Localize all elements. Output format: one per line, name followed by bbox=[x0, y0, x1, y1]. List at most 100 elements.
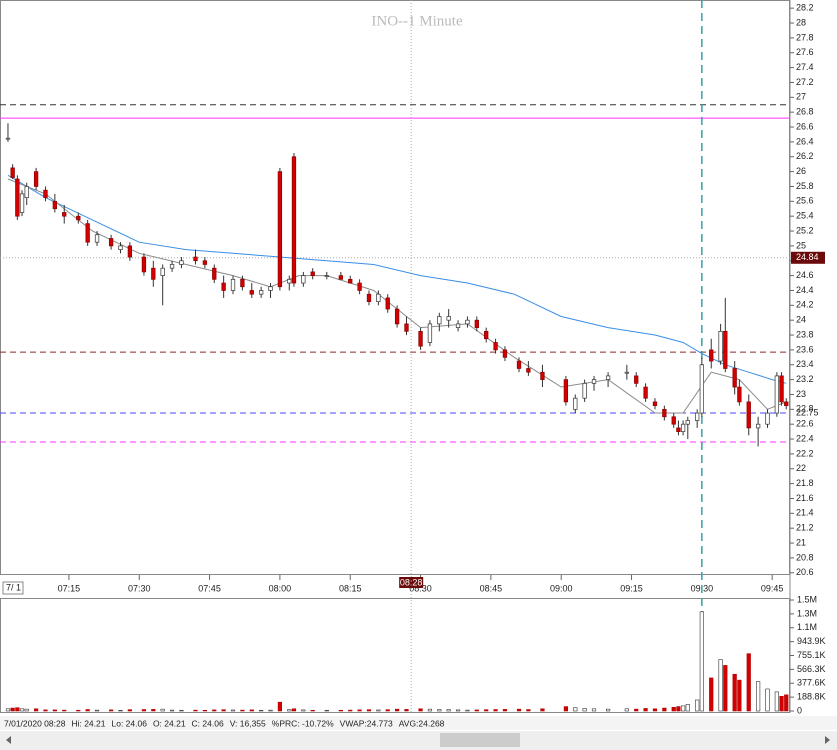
volume-bar bbox=[746, 653, 751, 712]
volume-bar bbox=[418, 708, 423, 712]
y-tick-label: 23.8 bbox=[796, 329, 814, 339]
x-tick-label: 09:45 bbox=[761, 583, 784, 593]
candle-body bbox=[366, 293, 372, 302]
volume-bar bbox=[502, 709, 508, 712]
y-tick-label: 26.4 bbox=[796, 136, 814, 146]
candle-body bbox=[62, 212, 67, 217]
volume-bar bbox=[193, 709, 198, 712]
y-tick-label: 27.8 bbox=[796, 32, 814, 42]
x-tick-label: 08:00 bbox=[269, 583, 292, 593]
candle-body bbox=[268, 286, 273, 291]
volume-bar bbox=[737, 679, 742, 712]
volume-bar bbox=[338, 709, 343, 712]
status-item: 7/01/2020 08:28 bbox=[4, 718, 66, 728]
candle-body bbox=[348, 278, 353, 284]
crosshair-x-box bbox=[399, 577, 424, 588]
candle-body bbox=[230, 278, 236, 291]
y-tick-label: 22 bbox=[796, 463, 806, 473]
volume-bar bbox=[357, 709, 362, 712]
volume-bar bbox=[699, 611, 704, 712]
scrollbar[interactable] bbox=[0, 731, 837, 750]
volume-bar bbox=[10, 707, 15, 712]
candle-body bbox=[202, 260, 208, 265]
volume-bar bbox=[151, 709, 156, 712]
y-tick-label: 23 bbox=[796, 389, 806, 399]
volume-bar bbox=[5, 708, 11, 712]
candle-body bbox=[718, 330, 723, 362]
candle-body bbox=[732, 368, 737, 388]
candle-body bbox=[582, 382, 587, 399]
volume-bar bbox=[62, 709, 67, 712]
status-item: V: 16,355 bbox=[230, 718, 266, 728]
x-tick-label: 07:30 bbox=[128, 583, 151, 593]
candle-body bbox=[338, 275, 343, 280]
status-item: Hi: 24.21 bbox=[71, 718, 105, 728]
candle-body bbox=[591, 379, 597, 384]
candle-body bbox=[160, 267, 165, 276]
date-label: 7/ 1 bbox=[6, 582, 21, 592]
candle-body bbox=[19, 193, 25, 213]
candle-body bbox=[765, 412, 770, 425]
status-item: AVG:24.268 bbox=[399, 718, 445, 728]
candle-body bbox=[212, 267, 217, 280]
y-tick-label: 22.6 bbox=[796, 419, 814, 429]
volume-bar bbox=[179, 709, 184, 712]
candle-body bbox=[680, 423, 686, 432]
candle-body bbox=[151, 267, 156, 280]
volume-bar bbox=[582, 708, 587, 712]
volume-bar bbox=[376, 709, 381, 712]
volume-bar bbox=[249, 709, 254, 712]
candle-body bbox=[310, 271, 315, 276]
y-tick-label: 21.4 bbox=[796, 508, 814, 518]
crosshair-x-label: 08:28 bbox=[400, 577, 423, 587]
volume-bar bbox=[268, 709, 273, 712]
candle-body bbox=[24, 186, 29, 198]
chart-title: INO--1 Minute bbox=[371, 13, 463, 29]
y-tick-label: 26 bbox=[796, 166, 806, 176]
candle-body bbox=[240, 278, 245, 288]
candle-body bbox=[324, 275, 329, 277]
candle-body bbox=[573, 397, 578, 410]
candle-body bbox=[418, 330, 423, 347]
y-tick-label: 22.8 bbox=[796, 404, 814, 414]
candle-body bbox=[484, 330, 489, 340]
candle-body bbox=[643, 386, 648, 399]
volume-bar bbox=[34, 708, 39, 712]
y-tick-label: 24 bbox=[796, 315, 806, 325]
candle-body bbox=[85, 223, 90, 243]
volume-bar bbox=[493, 709, 498, 712]
y-tick-label: 21 bbox=[796, 537, 806, 547]
crosshair-y-label: 24.84 bbox=[796, 252, 819, 262]
volume-bar bbox=[624, 708, 629, 712]
volume-bar bbox=[605, 708, 611, 712]
volume-bar bbox=[202, 709, 207, 712]
candle-body bbox=[605, 375, 611, 380]
y-tick-label: 24.2 bbox=[796, 300, 814, 310]
x-tick-label: 09:00 bbox=[550, 583, 573, 593]
volume-bar bbox=[94, 709, 100, 712]
volume-bar bbox=[676, 706, 681, 712]
y-tick-label: 27.4 bbox=[796, 62, 814, 72]
status-item: Lo: 24.06 bbox=[111, 718, 147, 728]
y-tick-label: 26.6 bbox=[796, 121, 814, 131]
y-tick-label: 22.2 bbox=[796, 448, 814, 458]
y-tick-label: 25.8 bbox=[796, 181, 814, 191]
level-label: 22.75 bbox=[796, 407, 819, 417]
candle-body bbox=[385, 297, 390, 310]
candle-body bbox=[221, 282, 226, 291]
candle-body bbox=[634, 375, 639, 384]
volume-tick-label: 1.5M bbox=[797, 594, 817, 604]
scroll-thumb[interactable] bbox=[440, 733, 520, 747]
volume-bar bbox=[366, 709, 372, 712]
volume-bar bbox=[563, 706, 568, 712]
volume-bar bbox=[240, 709, 245, 712]
volume-bar bbox=[109, 709, 114, 712]
x-tick-label: 07:45 bbox=[198, 583, 221, 593]
y-tick-label: 28.2 bbox=[796, 3, 814, 13]
candle-body bbox=[287, 278, 292, 284]
volume-bar bbox=[85, 709, 90, 712]
candle-body bbox=[526, 368, 531, 373]
volume-bar bbox=[259, 709, 264, 712]
